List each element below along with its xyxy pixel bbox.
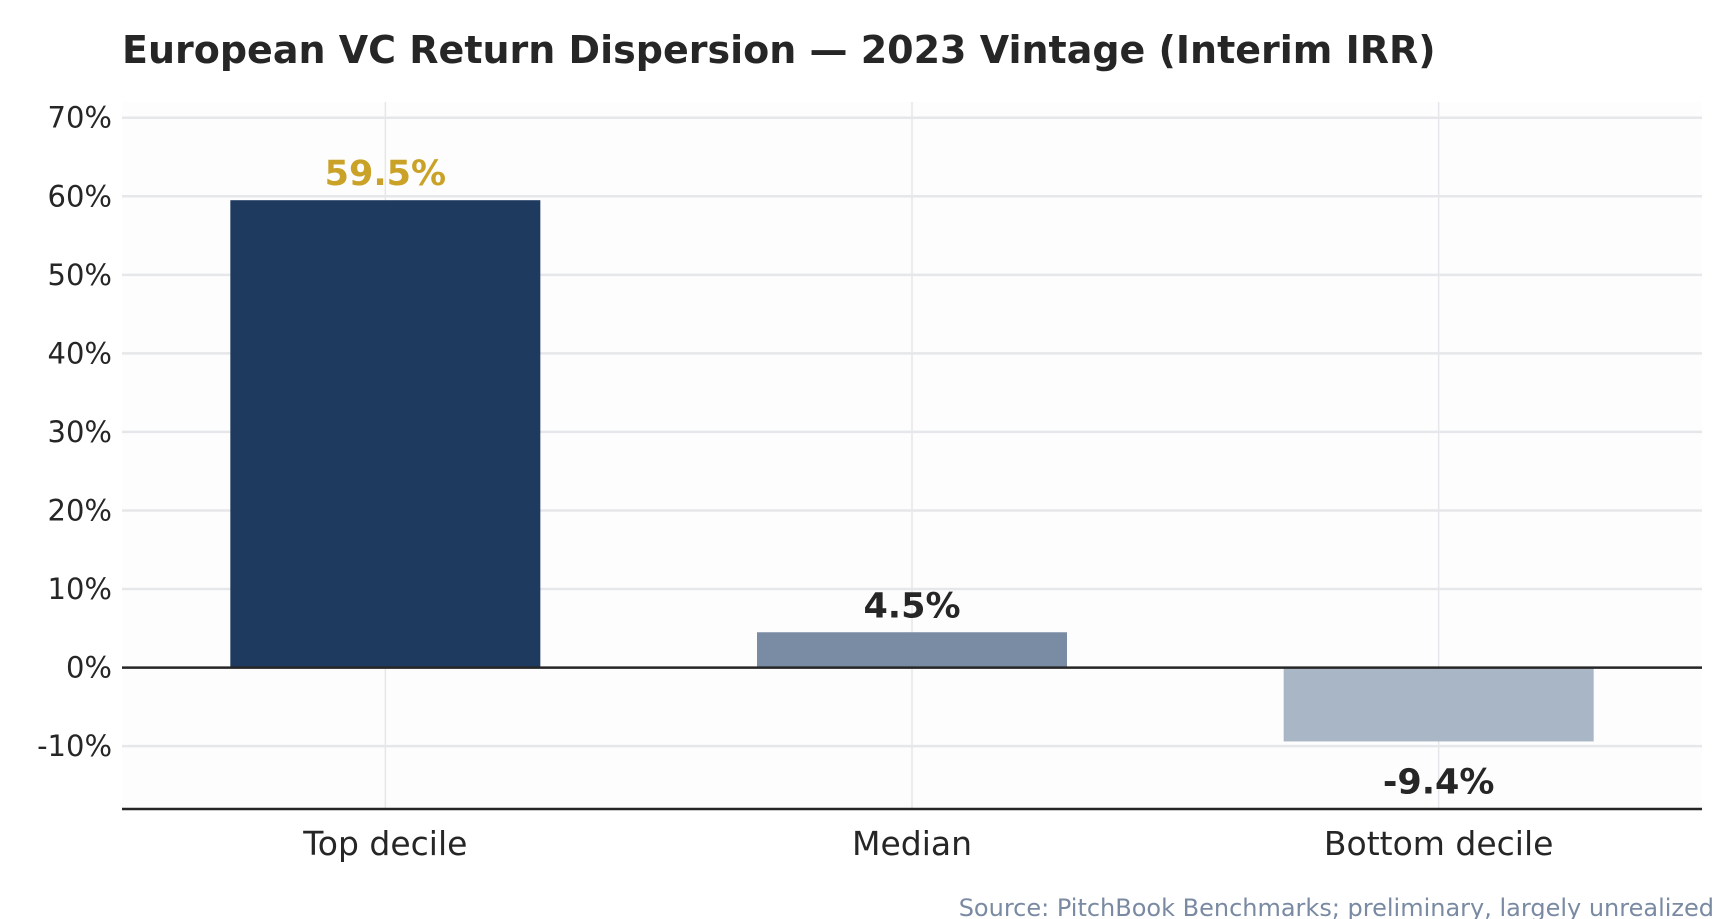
y-tick-label: 40% [48,336,112,370]
chart-title: European VC Return Dispersion — 2023 Vin… [122,28,1436,72]
y-tick-label: 50% [48,258,112,292]
axes [122,666,1702,811]
x-tick-label: Bottom decile [1324,824,1554,863]
y-tick-label: 10% [48,572,112,606]
y-tick-label: 20% [48,493,112,527]
value-label: -9.4% [1383,762,1495,802]
y-tick-label: -10% [37,729,112,763]
source-note: Source: PitchBook Benchmarks; preliminar… [959,894,1714,919]
bar-median [757,632,1067,668]
bar-bottom-decile [1283,667,1594,742]
y-tick-label: 70% [48,101,112,135]
y-tick-label: 0% [66,651,112,685]
x-tick-label: Top decile [302,824,467,863]
labels: -10% 0% 10% 20% 30% 40% 50% 60% 70% 59.5% Top deci… [37,101,1553,863]
value-label: 59.5% [325,154,446,194]
value-label: 4.5% [863,586,960,626]
bars [230,200,1594,742]
bar-top-decile [230,200,541,668]
x-tick-label: Median [852,824,972,863]
y-tick-label: 60% [48,179,112,213]
y-tick-label: 30% [48,415,112,449]
